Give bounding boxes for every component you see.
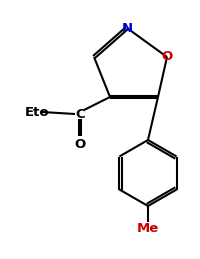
Text: Eto: Eto <box>25 105 49 119</box>
Text: O: O <box>161 51 172 63</box>
Text: Me: Me <box>136 222 158 235</box>
Text: N: N <box>121 21 132 34</box>
Text: C: C <box>75 107 84 120</box>
Text: O: O <box>74 139 85 152</box>
